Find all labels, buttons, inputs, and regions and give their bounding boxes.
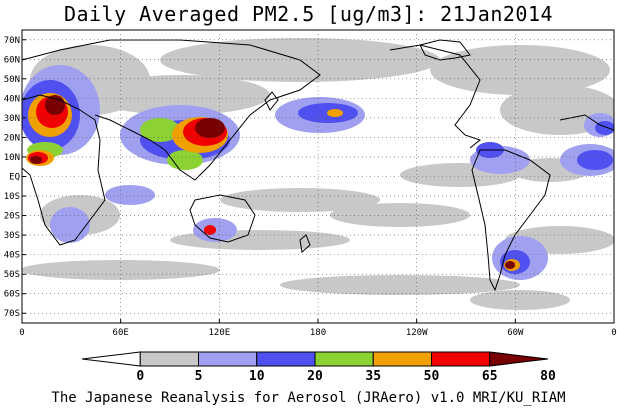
lon-label: 0 <box>611 328 616 338</box>
colorbar-swatch <box>81 351 141 367</box>
lat-label: EQ <box>9 173 20 183</box>
gridlines <box>22 30 614 323</box>
colorbar-label: 80 <box>540 369 556 384</box>
colorbar-label: 35 <box>365 369 381 384</box>
colorbar-swatch <box>198 351 258 367</box>
lat-label: 10S <box>4 192 20 202</box>
colorbar-label: 65 <box>482 369 498 384</box>
longitude-labels: 0 60E 120E 180 120W 60W 0 <box>19 319 617 338</box>
colorbar-swatch <box>372 351 432 367</box>
credit-line: The Japanese Reanalysis for Aerosol (JRA… <box>51 390 566 406</box>
lon-label: 0 <box>19 328 24 338</box>
lat-label: 10N <box>4 153 20 163</box>
lon-label: 60E <box>113 328 129 338</box>
lat-label: 30S <box>4 231 20 241</box>
lon-label: 180 <box>310 328 326 338</box>
lon-label: 60W <box>507 328 524 338</box>
lat-label: 60S <box>4 290 20 300</box>
lat-label: 70N <box>4 36 20 46</box>
colorbar-swatch <box>489 351 549 367</box>
lat-label: 20N <box>4 133 20 143</box>
latitude-labels: 70N 60N 50N 40N 30N 20N 10N EQ 10S 20S 30S 40S 50S 60… <box>4 36 26 319</box>
colorbar-label: 10 <box>249 369 265 384</box>
lat-label: 30N <box>4 114 20 124</box>
colorbar-swatch <box>256 351 316 367</box>
lat-label: 50S <box>4 270 20 280</box>
colorbar-label: 50 <box>424 369 440 384</box>
lat-label: 50N <box>4 75 20 85</box>
map-title: Daily Averaged PM2.5 [ug/m3]: 21Jan2014 <box>63 2 554 26</box>
coastlines <box>22 39 614 292</box>
lat-label: 60N <box>4 55 20 65</box>
lat-label: 40N <box>4 94 20 104</box>
lat-label: 70S <box>4 309 20 319</box>
lat-label: 20S <box>4 212 20 222</box>
colorbar-swatch <box>431 351 491 367</box>
colorbar-label: 0 <box>136 369 144 384</box>
colorbar-swatch <box>139 351 199 367</box>
lon-label: 120E <box>208 328 230 338</box>
lat-label: 40S <box>4 251 20 261</box>
colorbar-label: 5 <box>195 369 203 384</box>
colorbar-swatch <box>314 351 374 367</box>
colorbar: 0 5 10 20 35 50 65 80 <box>81 351 556 384</box>
colorbar-label: 20 <box>307 369 323 384</box>
lon-label: 120W <box>406 328 428 338</box>
